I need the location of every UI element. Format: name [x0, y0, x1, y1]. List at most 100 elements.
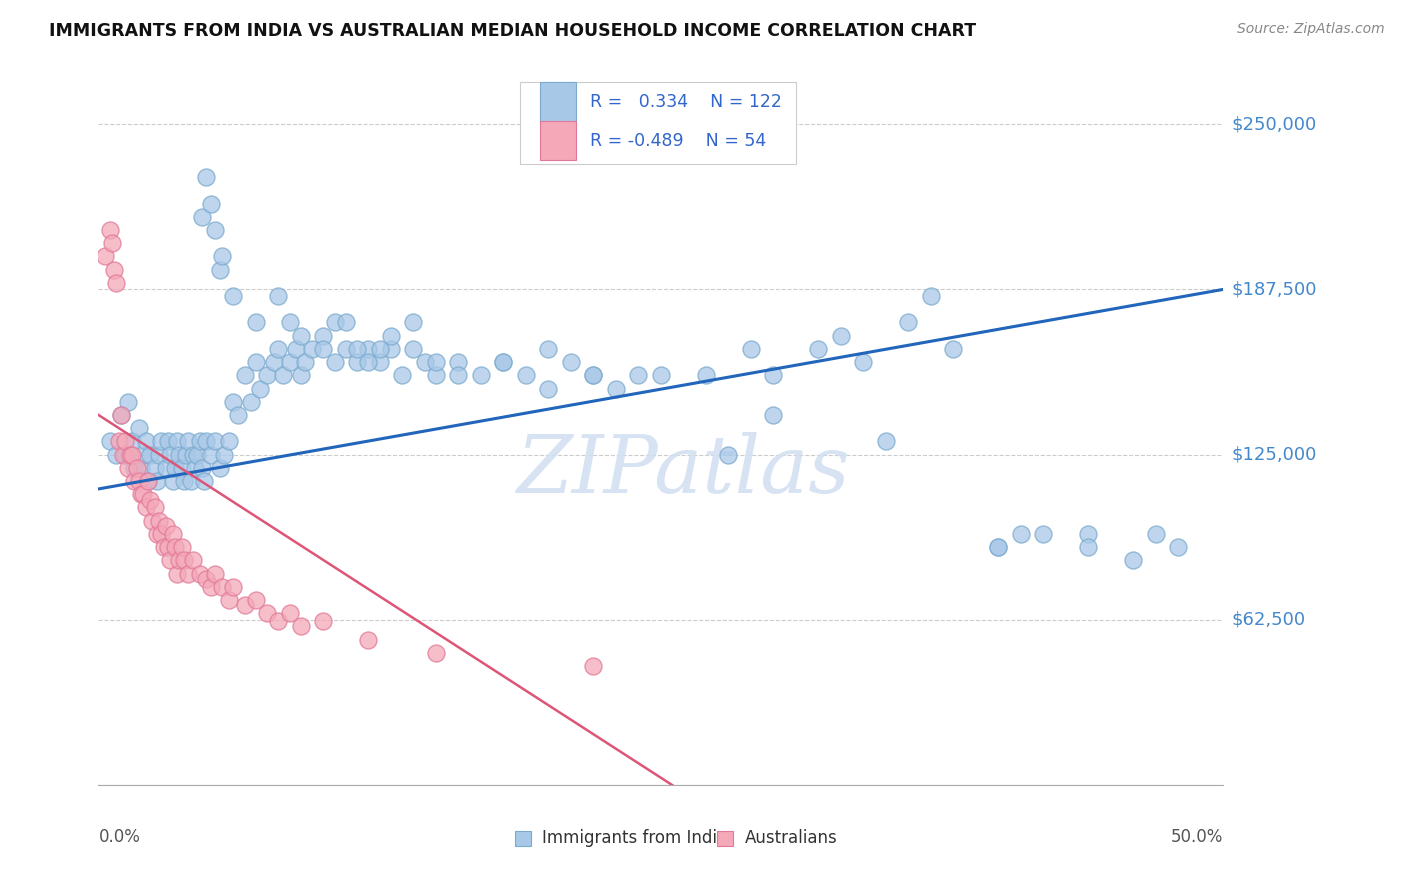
Point [112, 448, 135, 462]
Point [402, 342, 425, 356]
Point [240, 394, 263, 409]
Text: ZIPatlas: ZIPatlas [516, 433, 851, 509]
Point [1032, 527, 1054, 541]
Point [391, 368, 413, 383]
Point [139, 448, 162, 462]
Point [121, 448, 143, 462]
Text: $62,500: $62,500 [1232, 611, 1306, 629]
Point [114, 434, 136, 449]
Point [290, 328, 312, 343]
Point [301, 342, 323, 356]
Point [200, 196, 222, 211]
Point [222, 394, 245, 409]
Text: $187,500: $187,500 [1232, 280, 1317, 299]
Point [582, 368, 605, 383]
Point [425, 355, 447, 369]
Point [135, 500, 157, 515]
Point [184, 460, 207, 475]
Point [204, 223, 226, 237]
Point [357, 355, 380, 369]
Text: R =   0.334    N = 122: R = 0.334 N = 122 [591, 93, 782, 111]
Text: $250,000: $250,000 [1232, 115, 1317, 133]
Point [157, 434, 180, 449]
Point [695, 368, 717, 383]
Point [166, 434, 188, 449]
Point [98, 434, 121, 449]
Point [129, 487, 152, 501]
Point [335, 315, 357, 329]
Point [346, 342, 368, 356]
Point [143, 500, 166, 515]
Point [1122, 553, 1144, 567]
Point [114, 448, 136, 462]
Point [118, 448, 141, 462]
Point [278, 315, 301, 329]
Point [162, 474, 184, 488]
FancyBboxPatch shape [520, 82, 796, 164]
Y-axis label: Median Household Income: Median Household Income [0, 318, 8, 538]
Point [537, 382, 560, 396]
FancyBboxPatch shape [515, 830, 530, 847]
FancyBboxPatch shape [717, 830, 733, 847]
Point [181, 553, 204, 567]
Point [1077, 527, 1099, 541]
Point [157, 540, 180, 554]
Point [200, 580, 222, 594]
Point [103, 262, 125, 277]
Point [186, 448, 208, 462]
Point [1077, 540, 1099, 554]
Point [162, 527, 184, 541]
Point [346, 355, 368, 369]
Point [107, 434, 129, 449]
Point [163, 540, 186, 554]
Point [323, 355, 346, 369]
Point [132, 487, 155, 501]
Point [121, 434, 143, 449]
Point [148, 514, 170, 528]
Point [920, 289, 942, 303]
Point [173, 553, 195, 567]
Point [181, 448, 204, 462]
Point [278, 606, 301, 620]
Point [170, 540, 193, 554]
Point [128, 474, 150, 488]
Point [256, 368, 278, 383]
Point [169, 553, 191, 567]
Text: Australians: Australians [744, 830, 837, 847]
Text: 0.0%: 0.0% [98, 828, 141, 846]
Point [492, 355, 515, 369]
Point [163, 460, 186, 475]
Point [245, 315, 267, 329]
Point [425, 368, 447, 383]
Point [132, 448, 155, 462]
Point [627, 368, 650, 383]
Point [135, 434, 157, 449]
Point [193, 474, 215, 488]
Point [312, 614, 335, 628]
Point [110, 408, 132, 422]
Point [537, 342, 560, 356]
FancyBboxPatch shape [540, 121, 576, 161]
Point [125, 460, 148, 475]
Point [245, 355, 267, 369]
FancyBboxPatch shape [540, 82, 576, 121]
Text: Immigrants from India: Immigrants from India [541, 830, 727, 847]
Point [143, 460, 166, 475]
Point [218, 434, 240, 449]
Point [267, 289, 290, 303]
Point [380, 342, 402, 356]
Point [470, 368, 492, 383]
Point [195, 434, 218, 449]
Point [740, 342, 762, 356]
Point [129, 460, 152, 475]
Point [200, 448, 222, 462]
Point [146, 527, 169, 541]
Point [335, 342, 357, 356]
Point [188, 434, 211, 449]
Point [285, 342, 308, 356]
Point [830, 328, 852, 343]
Point [150, 434, 173, 449]
Point [211, 249, 233, 263]
Point [267, 342, 290, 356]
Text: 50.0%: 50.0% [1171, 828, 1223, 846]
